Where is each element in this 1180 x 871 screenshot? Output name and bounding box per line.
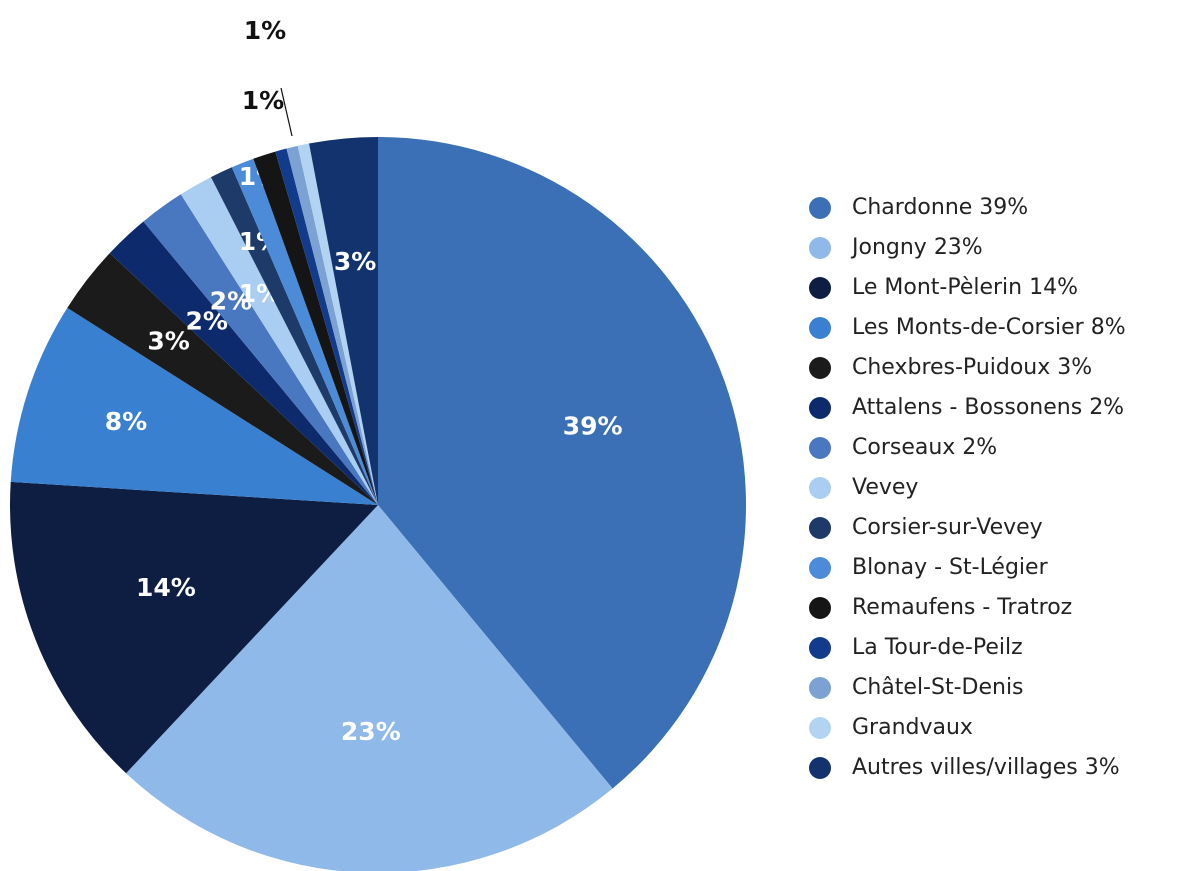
legend-label: Autres villes/villages 3% bbox=[852, 755, 1120, 780]
legend-label: Remaufens - Tratroz bbox=[852, 595, 1072, 620]
slice-label: 8% bbox=[105, 407, 147, 436]
legend-marker bbox=[809, 717, 831, 739]
legend-label: Corseaux 2% bbox=[852, 435, 997, 460]
legend-label: Les Monts-de-Corsier 8% bbox=[852, 315, 1126, 340]
pie-slice bbox=[253, 151, 378, 505]
slice-label: 14% bbox=[136, 573, 196, 602]
leader-line bbox=[280, 87, 293, 137]
pie-slice bbox=[297, 143, 378, 505]
legend-marker bbox=[809, 517, 831, 539]
slice-label: 3% bbox=[334, 247, 376, 276]
pie-slice bbox=[180, 177, 378, 505]
legend-label: Grandvaux bbox=[852, 715, 973, 740]
pie-slice bbox=[378, 137, 746, 789]
legend-marker bbox=[809, 397, 831, 419]
pie-slice bbox=[210, 167, 378, 505]
legend-label: Blonay - St-Légier bbox=[852, 555, 1049, 580]
legend-label: Jongny 23% bbox=[850, 235, 983, 260]
pie-slice bbox=[309, 137, 378, 505]
legend-marker bbox=[809, 677, 831, 699]
legend-marker bbox=[809, 557, 831, 579]
pie-slice bbox=[109, 221, 378, 506]
pie-slice bbox=[10, 481, 379, 774]
slice-label: 1% bbox=[242, 86, 284, 115]
slice-label: 1% bbox=[244, 16, 286, 45]
legend-marker bbox=[809, 757, 831, 779]
pie-slice bbox=[143, 194, 378, 505]
legend-marker bbox=[809, 597, 831, 619]
legend-marker bbox=[809, 197, 831, 219]
pie-slice bbox=[275, 148, 378, 505]
legend-label: Chardonne 39% bbox=[852, 195, 1028, 220]
legend-label: Chexbres-Puidoux 3% bbox=[852, 355, 1092, 380]
legend-label: Châtel-St-Denis bbox=[852, 675, 1024, 700]
legend-marker bbox=[809, 357, 831, 379]
pie-slice bbox=[286, 145, 378, 506]
slice-label: 3% bbox=[147, 327, 189, 356]
legend-label: Corsier-sur-Vevey bbox=[852, 515, 1043, 540]
slice-label: 23% bbox=[341, 717, 401, 746]
legend-label: Vevey bbox=[852, 475, 918, 500]
legend-label: Le Mont-Pèlerin 14% bbox=[852, 275, 1078, 300]
legend-marker bbox=[809, 237, 831, 259]
slice-label: 39% bbox=[563, 412, 623, 441]
legend-marker bbox=[809, 317, 831, 339]
legend-marker bbox=[809, 277, 831, 299]
legend-label: La Tour-de-Peilz bbox=[852, 635, 1023, 660]
pie-slice bbox=[67, 253, 378, 505]
legend-marker bbox=[809, 637, 831, 659]
pie-slice bbox=[231, 158, 378, 506]
pie-slice bbox=[10, 307, 378, 505]
legend-marker bbox=[809, 477, 831, 499]
legend-label: Attalens - Bossonens 2% bbox=[852, 395, 1124, 420]
legend-marker bbox=[809, 437, 831, 459]
pie-slice bbox=[126, 505, 613, 871]
